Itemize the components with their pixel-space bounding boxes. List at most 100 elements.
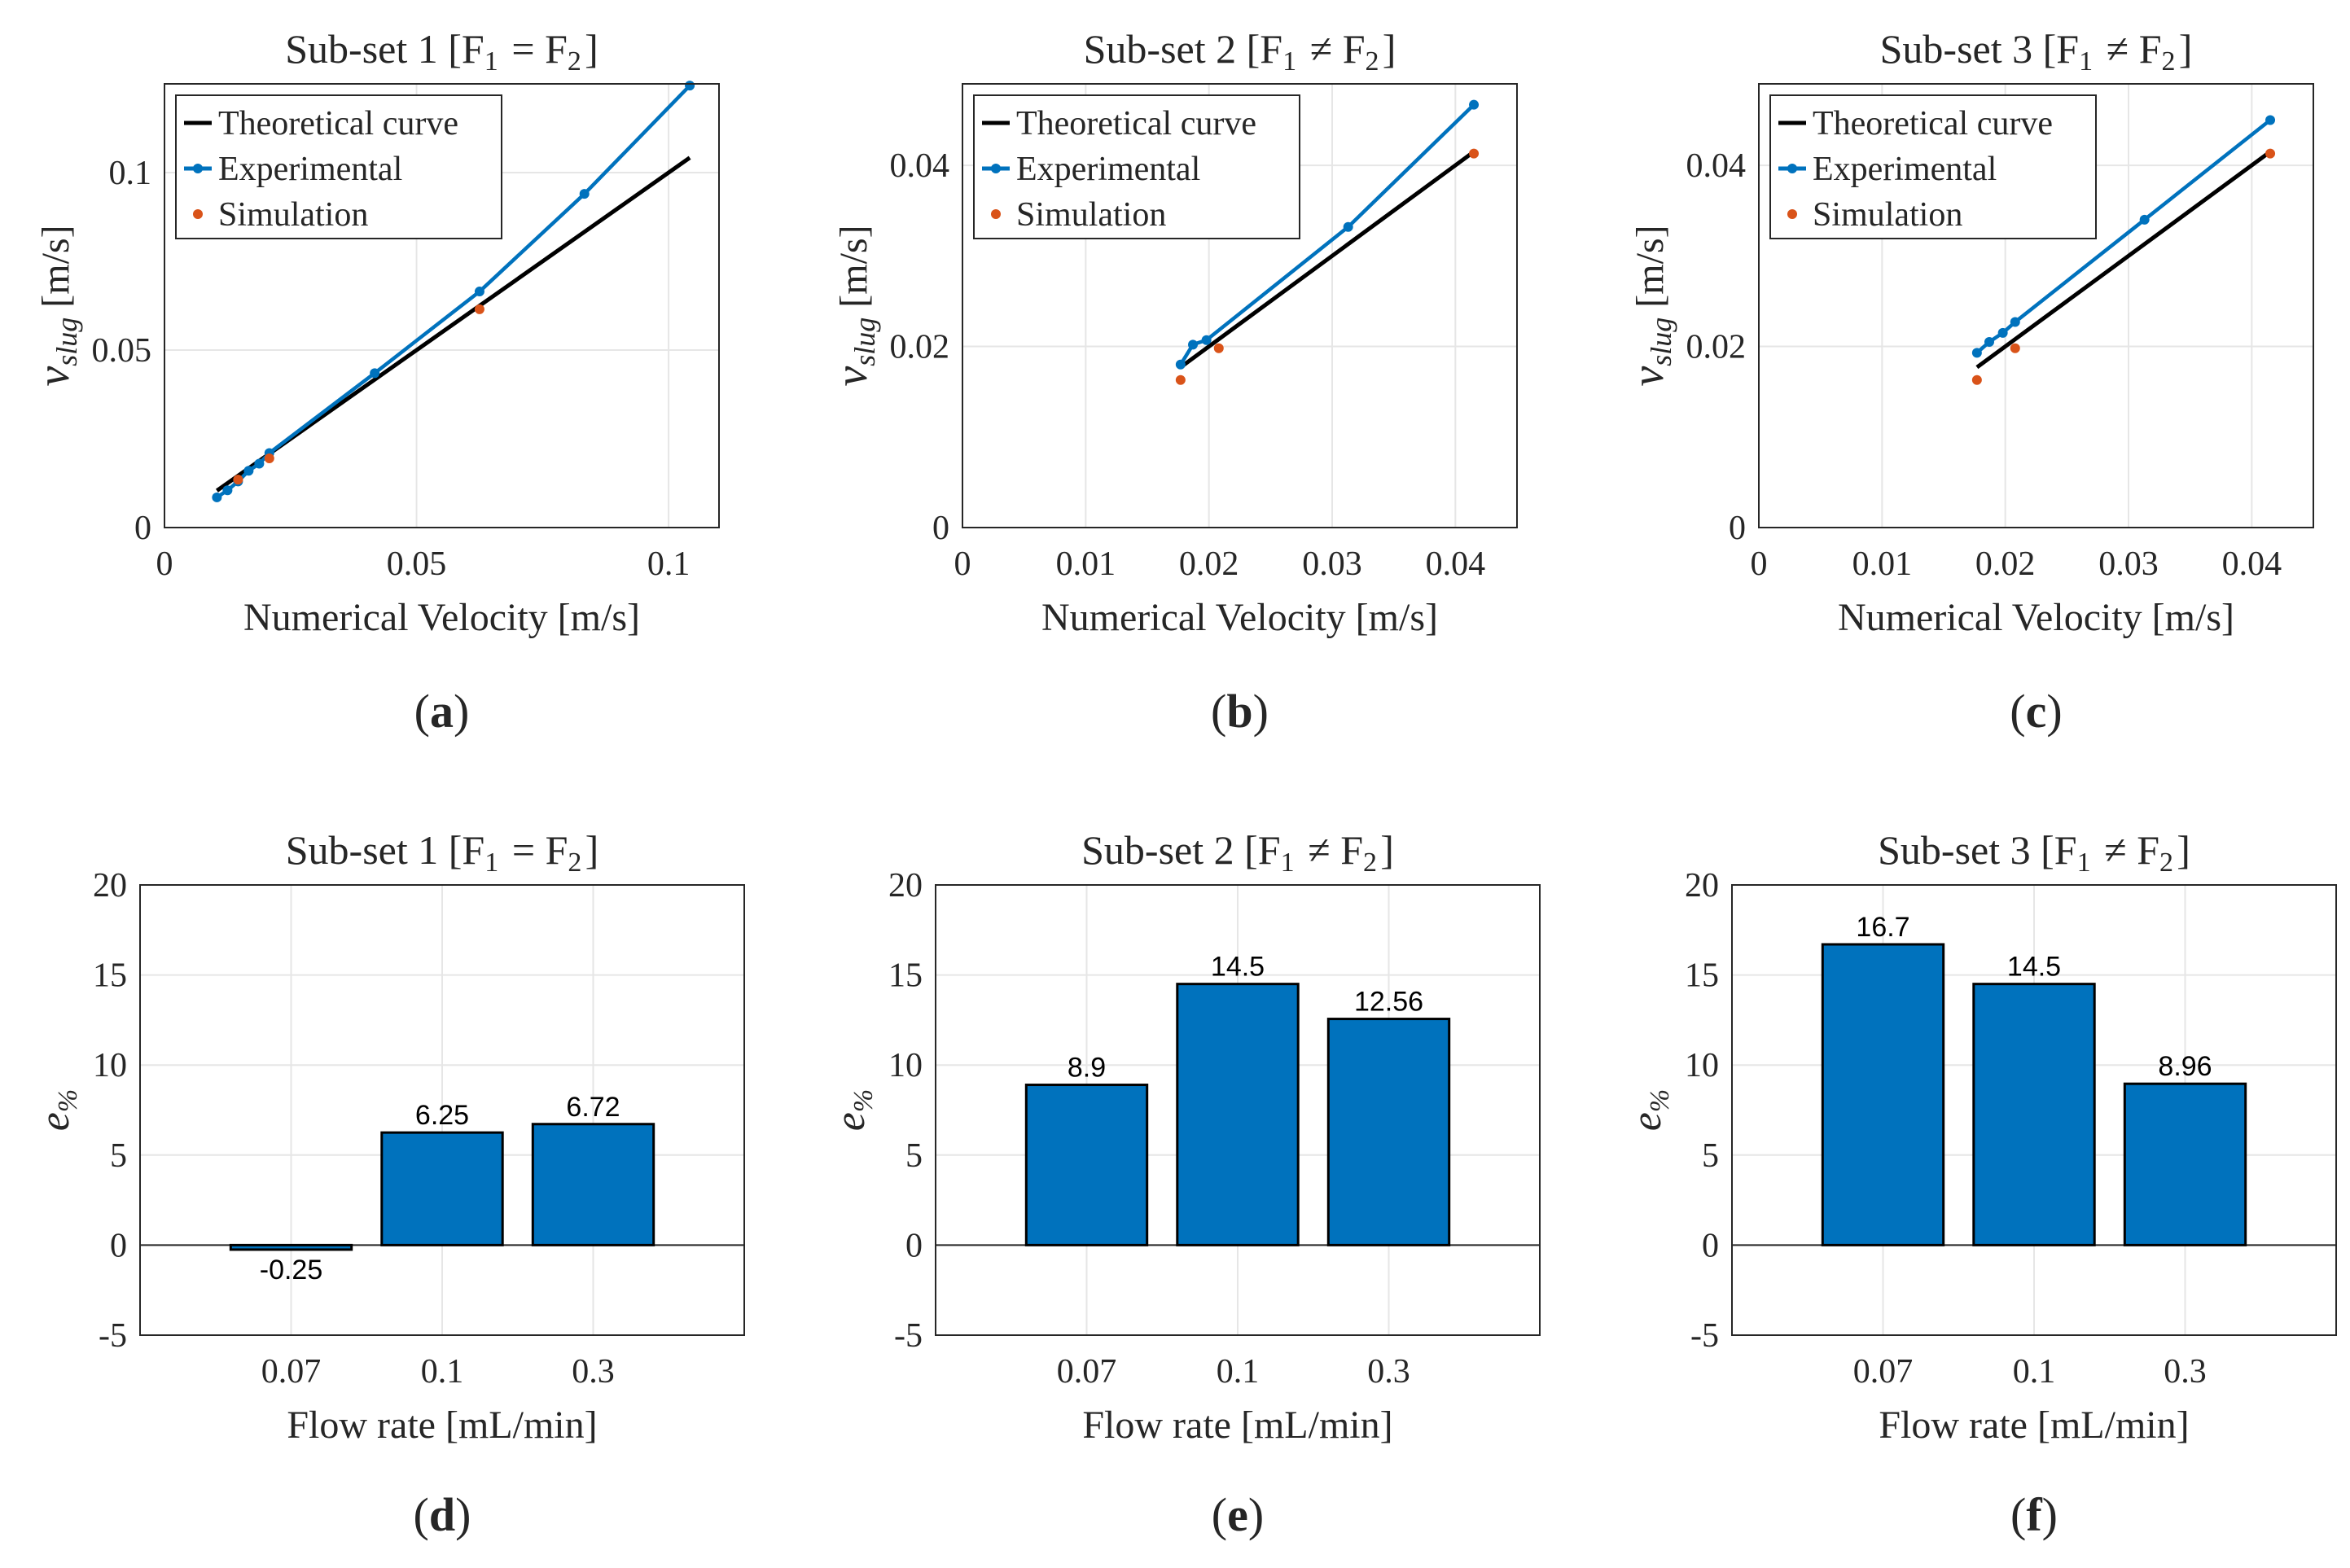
text-part: a (430, 685, 454, 738)
text-part: f (2026, 1488, 2042, 1541)
series-point-1 (1343, 221, 1353, 232)
x-tick-label: 0.04 (2222, 545, 2282, 583)
x-tick-label: 0.07 (1057, 1353, 1117, 1391)
text-part: 2 (568, 46, 581, 77)
text-part: F (2139, 26, 2162, 72)
series-point-1 (212, 492, 222, 502)
bar-0.3 (531, 1123, 655, 1246)
legend-entry: Simulation (1016, 196, 1166, 234)
chart-panel-5: 8.9 0.07 14.5 0.1 12.56 0.3 -5 0 5 10 15 20 Sub-set … (827, 827, 1541, 1541)
y-tick-label: 5 (110, 1137, 127, 1175)
text-part: F (1343, 26, 1366, 72)
x-axis-label: Numerical Velocity [m/s] (1838, 596, 2234, 639)
bar-0.1 (380, 1131, 504, 1246)
y-tick-label: 20 (1685, 867, 1719, 904)
text-part: 2 (568, 848, 581, 878)
series-point-2 (1213, 343, 1224, 353)
series-point-1 (243, 466, 254, 476)
panel-label: (f) (2010, 1488, 2058, 1541)
text-part: F (462, 26, 484, 72)
bar-value-label: -0.25 (260, 1255, 323, 1285)
text-part: F (545, 26, 568, 72)
text-part: = (502, 26, 545, 72)
axes-frame (164, 83, 720, 528)
bar-value-label: 8.9 (1068, 1053, 1106, 1084)
x-tick-label: 0 (156, 545, 173, 583)
x-tick-label: 0.01 (1056, 545, 1116, 583)
x-tick-label: 0.1 (1217, 1353, 1260, 1391)
text-part: ≠ (1298, 827, 1340, 873)
series-point-2 (264, 453, 274, 463)
series-point-1 (1187, 339, 1198, 350)
series-point-1 (579, 189, 590, 199)
text-part: Sub-set 1 [ (286, 827, 463, 873)
text-part: ≠ (2094, 827, 2137, 873)
legend-entry: Theoretical curve (1016, 105, 1256, 142)
panel-label: (e) (1212, 1488, 1264, 1541)
y-tick-label: 15 (888, 957, 923, 995)
legend-entry: Simulation (218, 196, 368, 234)
y-axis-label: e% (32, 1089, 83, 1131)
x-tick-label: 0 (954, 545, 971, 583)
bar-0.07 (1821, 943, 1945, 1246)
legend-entry: Theoretical curve (1813, 105, 2053, 142)
x-tick-label: 0.04 (1426, 545, 1486, 583)
series-point-2 (1175, 374, 1186, 385)
chart-panel-3: 0 0.01 0.02 0.03 0.04 Theoretical curve Experi… (1623, 26, 2314, 738)
legend-entry: Experimental (218, 151, 402, 188)
series-point-1 (1984, 336, 1994, 347)
text-part: 1 (2079, 46, 2093, 77)
text-part: ] (2179, 26, 2193, 72)
bar-0.3 (1326, 1018, 1451, 1246)
text-part: F (1340, 827, 1363, 873)
series-point-1 (1175, 359, 1186, 370)
x-tick-label: 0.3 (2164, 1353, 2207, 1391)
series-line-1 (216, 84, 691, 499)
chart-panel-1: 0 0.05 0.1 Theoretical curve Experimental Sim… (28, 26, 720, 738)
legend-entry: Theoretical curve (218, 105, 458, 142)
text-part: ( (414, 1488, 429, 1541)
text-part: v (1623, 366, 1673, 387)
text-part: Sub-set 2 [ (1084, 26, 1260, 72)
series-point-1 (474, 287, 484, 297)
bar-0.3 (2123, 1082, 2247, 1246)
bar-0.1 (1176, 983, 1300, 1246)
text-part: ( (2010, 1488, 2026, 1541)
legend-box (175, 94, 502, 239)
axes-frame (962, 83, 1518, 528)
text-part: 1 (484, 848, 498, 878)
text-part: e (827, 1112, 874, 1131)
text-part: b (1226, 685, 1252, 738)
text-part: F (2137, 827, 2159, 873)
x-tick-label: 0.03 (2098, 545, 2159, 583)
legend-entry: Simulation (1813, 196, 1962, 234)
text-part: ) (2042, 1488, 2058, 1541)
y-tick-label: 0 (932, 510, 949, 547)
text-part: 1 (1282, 46, 1296, 77)
y-tick-label: 5 (1702, 1137, 1719, 1175)
series-point-2 (2010, 343, 2020, 353)
chart-title: Sub-set 3 [F1 ≠ F2 ] (1880, 26, 2193, 77)
chart-panel-4: -0.25 0.07 6.25 0.1 6.72 0.3 -5 0 5 10 15 20 Sub-set… (32, 827, 745, 1541)
text-part: 1 (484, 46, 498, 77)
text-part: e (1624, 1112, 1670, 1131)
series-line-0 (1179, 150, 1475, 370)
text-part: [m/s] (34, 225, 77, 317)
panel-label: (a) (414, 685, 470, 738)
y-tick-label: 10 (888, 1047, 923, 1084)
text-part: ] (585, 26, 598, 72)
legend-swatch-marker (1787, 209, 1797, 219)
series-point-1 (2265, 115, 2276, 125)
y-tick-label: 15 (93, 957, 127, 995)
y-tick-label: 0.1 (109, 155, 152, 192)
x-tick-label: 0.3 (1367, 1353, 1410, 1391)
text-part: v (826, 366, 877, 387)
y-axis-label: vslug [m/s] (826, 225, 881, 386)
series-point-1 (2010, 317, 2020, 327)
text-part: ( (1211, 685, 1226, 738)
text-part: 2 (1363, 848, 1377, 878)
series-point-1 (1201, 335, 1212, 345)
series-point-1 (222, 485, 233, 496)
y-tick-label: 0.05 (92, 332, 152, 370)
